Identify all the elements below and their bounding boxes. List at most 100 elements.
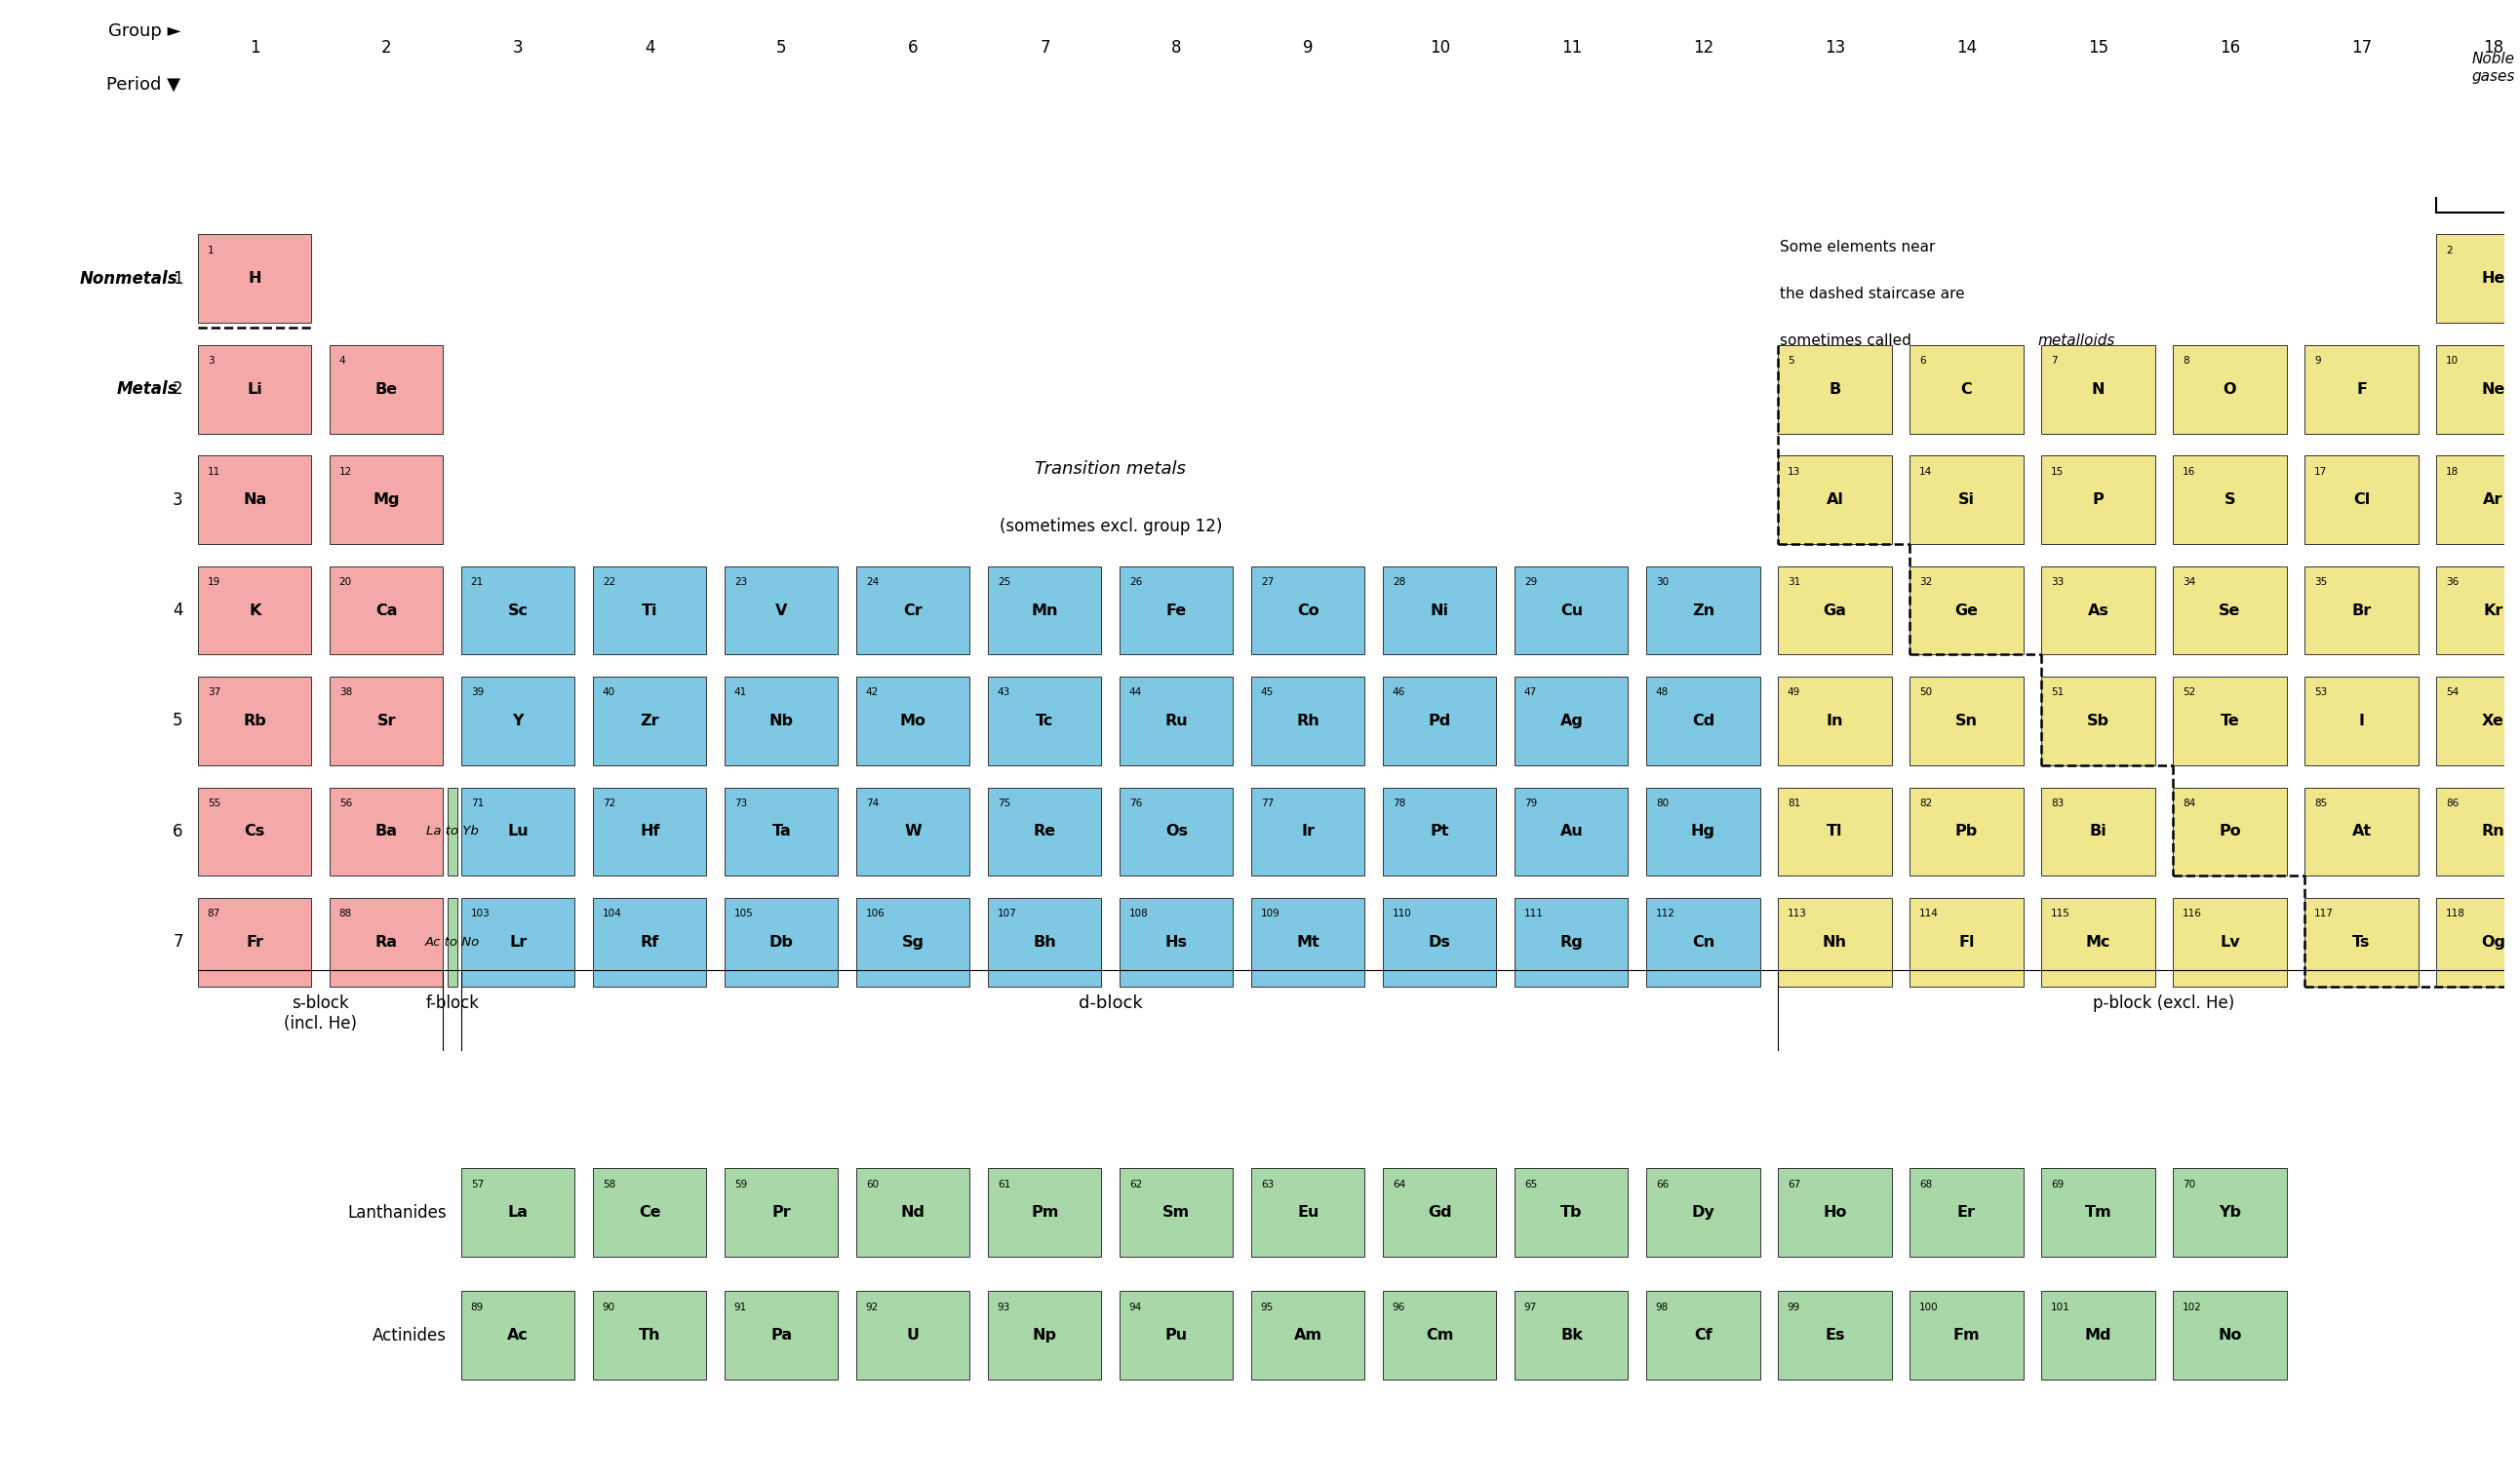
Text: Zn: Zn bbox=[1691, 602, 1714, 617]
Text: Cs: Cs bbox=[244, 824, 265, 839]
Text: Os: Os bbox=[1164, 824, 1187, 839]
Text: Se: Se bbox=[2220, 602, 2240, 617]
Text: Cf: Cf bbox=[1693, 1328, 1711, 1342]
Text: Lv: Lv bbox=[2220, 935, 2240, 950]
Text: 5: 5 bbox=[174, 712, 184, 730]
Bar bbox=[1646, 1168, 1759, 1257]
Text: Tc: Tc bbox=[1036, 713, 1053, 728]
Text: Hg: Hg bbox=[1691, 824, 1716, 839]
Bar bbox=[857, 567, 970, 654]
Bar bbox=[1383, 1291, 1497, 1379]
Text: 69: 69 bbox=[2051, 1180, 2064, 1188]
Text: 108: 108 bbox=[1129, 909, 1149, 919]
Bar bbox=[2172, 787, 2286, 876]
Text: Bi: Bi bbox=[2089, 824, 2107, 839]
Text: Te: Te bbox=[2220, 713, 2240, 728]
Text: 88: 88 bbox=[340, 909, 353, 919]
Bar bbox=[1383, 787, 1497, 876]
Text: 29: 29 bbox=[1525, 577, 1537, 588]
Bar bbox=[199, 676, 312, 765]
Text: 74: 74 bbox=[867, 798, 879, 808]
Text: Period ▼: Period ▼ bbox=[106, 77, 181, 93]
Bar bbox=[1910, 1168, 2024, 1257]
Bar bbox=[330, 456, 444, 545]
Text: f-block: f-block bbox=[426, 995, 479, 1012]
Text: 99: 99 bbox=[1787, 1302, 1799, 1311]
Text: 35: 35 bbox=[2313, 577, 2326, 588]
Text: O: O bbox=[2223, 382, 2235, 397]
Text: Lr: Lr bbox=[509, 935, 527, 950]
Text: 24: 24 bbox=[867, 577, 879, 588]
Text: Mc: Mc bbox=[2087, 935, 2112, 950]
Bar bbox=[857, 898, 970, 986]
Text: Tl: Tl bbox=[1827, 824, 1842, 839]
Text: 13: 13 bbox=[1787, 466, 1799, 477]
Text: Fr: Fr bbox=[247, 935, 265, 950]
Bar bbox=[1383, 567, 1497, 654]
Text: Cu: Cu bbox=[1560, 602, 1583, 617]
Text: He: He bbox=[2482, 271, 2505, 286]
Text: I: I bbox=[2359, 713, 2364, 728]
Text: 78: 78 bbox=[1394, 798, 1406, 808]
Bar bbox=[1646, 898, 1759, 986]
Bar bbox=[726, 567, 839, 654]
Text: Mo: Mo bbox=[900, 713, 927, 728]
Bar bbox=[1779, 676, 1893, 765]
Bar bbox=[1910, 898, 2024, 986]
Text: 51: 51 bbox=[2051, 688, 2064, 697]
Text: La to Yb: La to Yb bbox=[426, 826, 479, 838]
Text: 101: 101 bbox=[2051, 1302, 2069, 1311]
Text: 92: 92 bbox=[867, 1302, 879, 1311]
Text: W: W bbox=[905, 824, 922, 839]
Text: 90: 90 bbox=[602, 1302, 615, 1311]
Text: 52: 52 bbox=[2182, 688, 2195, 697]
Bar bbox=[2306, 787, 2419, 876]
Bar bbox=[2041, 1168, 2155, 1257]
Text: 115: 115 bbox=[2051, 909, 2069, 919]
Text: 4: 4 bbox=[645, 40, 655, 56]
Bar bbox=[1119, 898, 1232, 986]
Text: Zr: Zr bbox=[640, 713, 660, 728]
Bar bbox=[988, 567, 1101, 654]
Text: 107: 107 bbox=[998, 909, 1016, 919]
Text: 4: 4 bbox=[340, 357, 345, 366]
Text: 5: 5 bbox=[1787, 357, 1794, 366]
Text: 100: 100 bbox=[1920, 1302, 1938, 1311]
Text: Ca: Ca bbox=[375, 602, 398, 617]
Bar bbox=[988, 787, 1101, 876]
Text: Transition metals: Transition metals bbox=[1036, 460, 1187, 478]
Text: Sb: Sb bbox=[2087, 713, 2109, 728]
Text: Rn: Rn bbox=[2482, 824, 2505, 839]
Text: Am: Am bbox=[1295, 1328, 1323, 1342]
Text: Ne: Ne bbox=[2482, 382, 2505, 397]
Bar bbox=[2172, 1291, 2286, 1379]
Text: Co: Co bbox=[1298, 602, 1320, 617]
Text: Ti: Ti bbox=[643, 602, 658, 617]
Text: 2: 2 bbox=[381, 40, 391, 56]
Bar bbox=[1252, 787, 1366, 876]
Text: 117: 117 bbox=[2313, 909, 2334, 919]
Text: Po: Po bbox=[2218, 824, 2240, 839]
Text: 105: 105 bbox=[733, 909, 753, 919]
Text: B: B bbox=[1830, 382, 1840, 397]
Text: 103: 103 bbox=[471, 909, 489, 919]
Bar bbox=[2041, 1291, 2155, 1379]
Bar bbox=[1646, 567, 1759, 654]
Text: 14: 14 bbox=[1956, 40, 1976, 56]
Bar bbox=[1910, 567, 2024, 654]
Text: Rh: Rh bbox=[1298, 713, 1320, 728]
Text: P: P bbox=[2092, 493, 2104, 508]
Text: 39: 39 bbox=[471, 688, 484, 697]
Text: 23: 23 bbox=[733, 577, 746, 588]
Text: 111: 111 bbox=[1525, 909, 1545, 919]
Bar bbox=[1515, 676, 1628, 765]
Bar bbox=[1779, 1291, 1893, 1379]
Bar bbox=[2306, 676, 2419, 765]
Bar bbox=[330, 567, 444, 654]
Text: 11: 11 bbox=[1562, 40, 1583, 56]
Text: 31: 31 bbox=[1787, 577, 1799, 588]
Text: Ni: Ni bbox=[1431, 602, 1449, 617]
Bar bbox=[2437, 567, 2520, 654]
Text: 34: 34 bbox=[2182, 577, 2195, 588]
Text: V: V bbox=[776, 602, 789, 617]
